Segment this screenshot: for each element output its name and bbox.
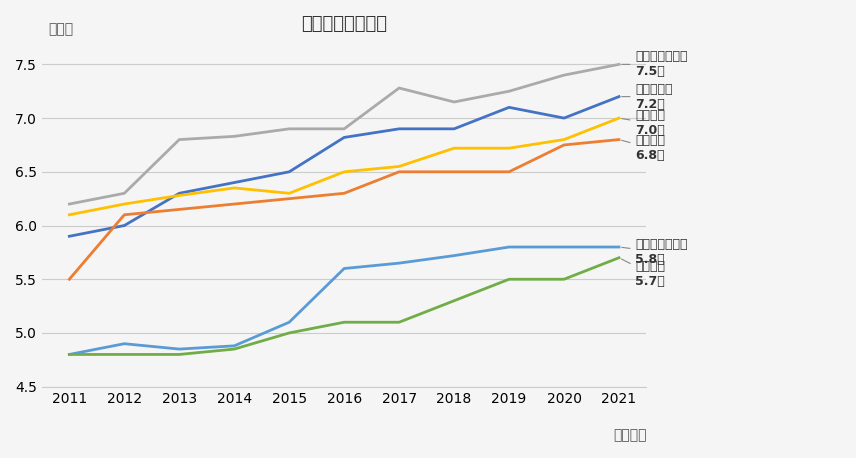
Text: 注文住宅
6.8倍: 注文住宅 6.8倍 — [621, 134, 665, 162]
Text: 土地付注文住宅
7.5倍: 土地付注文住宅 7.5倍 — [621, 50, 688, 78]
Text: マンション
7.2倍: マンション 7.2倍 — [621, 82, 673, 110]
Text: 中古戸建
5.7倍: 中古戸建 5.7倍 — [621, 259, 665, 288]
Text: 建売住宅
7.0倍: 建売住宅 7.0倍 — [621, 109, 665, 137]
Text: 中古マンション
5.8倍: 中古マンション 5.8倍 — [621, 238, 688, 267]
Title: 年収倍率（全国）: 年収倍率（全国） — [301, 15, 387, 33]
Text: （倍）: （倍） — [48, 22, 73, 36]
Text: （年度）: （年度） — [613, 428, 646, 442]
